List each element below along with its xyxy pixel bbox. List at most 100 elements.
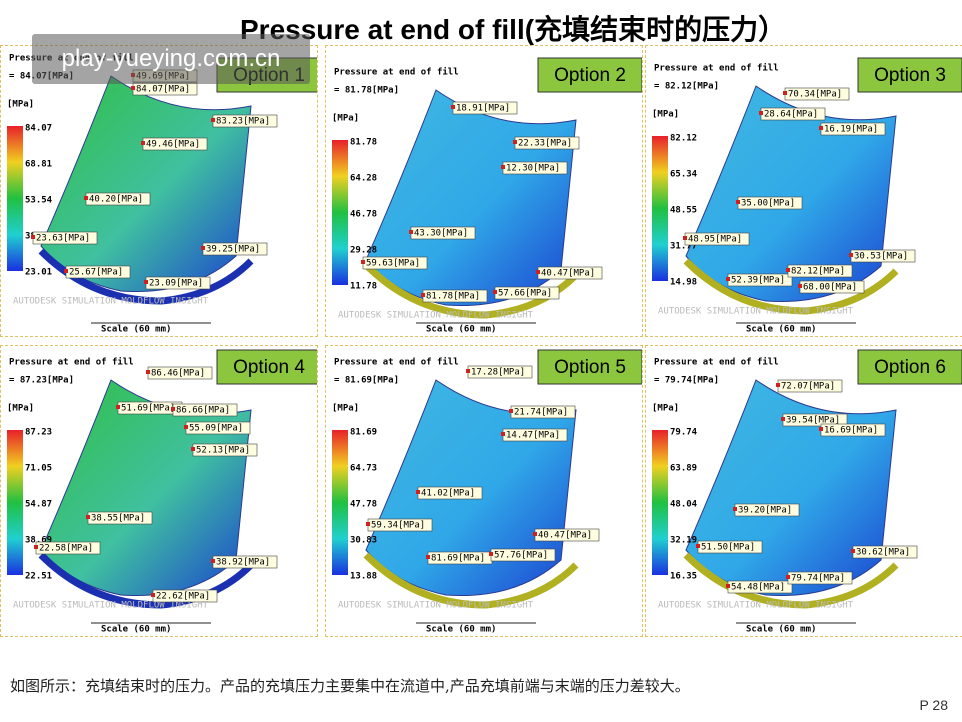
option-box [857, 57, 962, 93]
color-bar [332, 430, 348, 575]
legend-label: 23.01 [25, 268, 52, 278]
callout-marker [171, 407, 175, 411]
runner [38, 552, 254, 609]
result-panel: Pressure at end of fill = 87.23[MPa] [MPa]… [0, 345, 318, 637]
legend-label: 14.98 [670, 278, 697, 288]
legend-label: 30.83 [350, 536, 377, 546]
callout-marker [201, 246, 205, 250]
panel-canvas: Pressure at end of fill = 87.23[MPa] [MPa]… [7, 349, 317, 635]
callout: 23.09[MPa] [149, 279, 203, 289]
callout-marker [786, 268, 790, 272]
callout: 51.69[MPa] [121, 404, 175, 414]
callout: 82.12[MPa] [791, 267, 845, 277]
callout: 49.46[MPa] [146, 140, 200, 150]
legend-label: 11.78 [350, 282, 377, 292]
color-bar [7, 430, 23, 575]
legend-label: 64.28 [350, 174, 377, 184]
callout: 48.95[MPa] [688, 235, 742, 245]
callout: 38.55[MPa] [91, 514, 145, 524]
max-value: = 82.12[MPa] [654, 82, 719, 92]
callout-marker [513, 140, 517, 144]
option-box [537, 349, 642, 385]
callout-marker [798, 284, 802, 288]
callout-marker [509, 409, 513, 413]
callout: 68.00[MPa] [803, 283, 857, 293]
legend-label: 64.73 [350, 464, 377, 474]
callout-marker [86, 515, 90, 519]
callout: 22.58[MPa] [39, 544, 93, 554]
title: Pressure at end of fill(充填结束时的压力） [240, 14, 787, 45]
part-shell [685, 379, 897, 597]
unit: [MPa] [332, 114, 359, 124]
option-label: Option 3 [874, 65, 946, 86]
callout: 70.34[MPa] [788, 90, 842, 100]
callout-marker [489, 552, 493, 556]
panel-canvas: Pressure at end of fill = 81.78[MPa] [MPa]… [332, 57, 642, 335]
scale: Scale (60 mm) [746, 625, 816, 635]
heading: Pressure at end of fill [654, 357, 779, 368]
callout: 86.46[MPa] [151, 369, 205, 379]
legend-label: 46.78 [350, 210, 377, 220]
callout: 54.48[MPa] [731, 583, 785, 593]
option-label: Option 4 [233, 357, 305, 378]
callout: 22.62[MPa] [156, 592, 210, 602]
legend-label: 53.54 [25, 196, 53, 206]
callout-marker [451, 105, 455, 109]
legend-label: 82.12 [670, 134, 697, 144]
legend-label: 29.28 [350, 246, 377, 256]
legend-label: 48.04 [670, 500, 698, 510]
footer-note: 如图所示：充填结束时的压力。产品的充填压力主要集中在流道中,产品充填前端与末端的… [10, 677, 690, 695]
unit: [MPa] [7, 100, 34, 110]
brand: AUTODESK SIMULATION MOLDFLOW INSIGHT [658, 307, 854, 317]
callout-marker [416, 490, 420, 494]
runner [683, 552, 899, 609]
page-number: P 28 [919, 697, 948, 713]
watermark: play-yueying.com.cn [32, 34, 310, 84]
max-value: = 87.23[MPa] [9, 376, 74, 386]
option-box [857, 349, 962, 385]
result-panel: Pressure at end of fill= 84.07[MPa][MPa]… [0, 45, 318, 337]
result-panel: Pressure at end of fill = 82.12[MPa] [MPa]… [645, 45, 962, 337]
callout: 40.20[MPa] [89, 195, 143, 205]
callout-marker [501, 432, 505, 436]
callout-marker [851, 549, 855, 553]
callout-marker [696, 544, 700, 548]
option-box [216, 349, 317, 385]
callout: 86.66[MPa] [176, 406, 230, 416]
callout: 38.92[MPa] [216, 558, 270, 568]
unit: [MPa] [652, 404, 679, 414]
callout: 21.74[MPa] [514, 408, 568, 418]
brand: AUTODESK SIMULATION MOLDFLOW INSIGHT [338, 601, 534, 611]
callout-marker [819, 427, 823, 431]
heading: Pressure at end of fill [334, 357, 459, 368]
max-value: = 81.78[MPa] [334, 86, 399, 96]
callout: 30.62[MPa] [856, 548, 910, 558]
part-shell [685, 85, 897, 303]
callout-marker [426, 555, 430, 559]
unit: [MPa] [7, 404, 34, 414]
option-label: Option 2 [554, 65, 626, 86]
legend-label: 32.19 [670, 536, 697, 546]
legend-label: 47.78 [350, 500, 377, 510]
callout-marker [64, 269, 68, 273]
callout-marker [819, 126, 823, 130]
callout-marker [366, 522, 370, 526]
callout-marker [141, 141, 145, 145]
callout: 39.54[MPa] [786, 416, 840, 426]
panel-canvas: Pressure at end of fill = 82.12[MPa] [MPa]… [652, 57, 962, 335]
callout: 81.69[MPa] [431, 554, 485, 564]
callout: 12.30[MPa] [506, 164, 560, 174]
callout: 84.07[MPa] [136, 85, 190, 95]
option-box [537, 57, 642, 93]
callout-marker [536, 270, 540, 274]
callout: 51.50[MPa] [701, 543, 755, 553]
callout: 40.47[MPa] [541, 269, 595, 279]
option-label: Option 6 [874, 357, 946, 378]
callout: 81.78[MPa] [426, 292, 480, 302]
result-panel: Pressure at end of fill = 81.78[MPa] [MPa]… [325, 45, 643, 337]
option-label: Option 5 [554, 357, 626, 378]
callout-marker [533, 532, 537, 536]
scale: Scale (60 mm) [426, 625, 496, 635]
panel-canvas: Pressure at end of fill= 84.07[MPa][MPa]… [7, 53, 317, 335]
